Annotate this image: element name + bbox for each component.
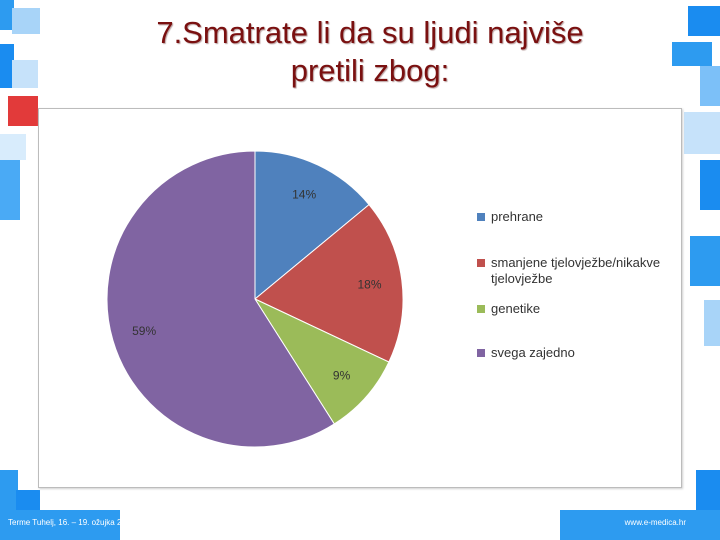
deco-square [0, 160, 20, 220]
footer-event: Terme Tuhelj, 16. – 19. ožujka 2017. [8, 518, 137, 527]
legend-label: svega zajedno [491, 345, 575, 360]
legend-label: prehrane [491, 209, 543, 224]
legend-item: prehrane [477, 209, 543, 224]
footer-website: www.e-medica.hr [624, 518, 686, 527]
legend-item: svega zajedno [477, 345, 575, 360]
slice-percent-label: 59% [132, 324, 156, 338]
pie-slice [254, 203, 404, 363]
deco-square [704, 300, 720, 346]
legend-label: smanjene tjelovježbe/nikakve [491, 255, 660, 270]
deco-square [672, 42, 712, 66]
legend-swatch [477, 305, 485, 313]
legend-label: genetike [491, 301, 540, 316]
deco-square [0, 44, 14, 88]
deco-square [12, 60, 38, 88]
title-line-2: pretili zbog: [290, 53, 450, 88]
deco-square [8, 96, 38, 126]
deco-square [0, 510, 120, 540]
deco-square [688, 6, 720, 36]
deco-square [0, 0, 14, 30]
legend-item: genetike [477, 301, 540, 316]
legend-swatch [477, 349, 485, 357]
slide-title: 7.Smatrate li da su ljudi najviše pretil… [90, 14, 650, 90]
legend-label: tjelovježbe [491, 271, 552, 286]
pie-slice [254, 150, 370, 301]
slice-percent-label: 18% [358, 278, 382, 292]
deco-square [12, 8, 40, 34]
deco-square [700, 66, 720, 106]
deco-square [700, 160, 720, 210]
pie-chart: 14% 18% 9% 59% prehrane smanjene tjelovježbe/… [106, 150, 660, 448]
chart-container: 14% 18% 9% 59% prehrane smanjene tjelovježbe/… [38, 108, 682, 488]
deco-square [690, 236, 720, 286]
deco-square [0, 134, 26, 160]
deco-square [560, 510, 720, 540]
pie-slice [106, 150, 335, 448]
title-line-1: 7.Smatrate li da su ljudi najviše [156, 15, 584, 50]
slice-percent-label: 14% [292, 188, 316, 202]
legend-swatch [477, 259, 485, 267]
deco-square [684, 112, 720, 154]
slice-percent-label: 9% [333, 368, 351, 382]
pie-slice [253, 297, 390, 425]
legend-swatch [477, 213, 485, 221]
